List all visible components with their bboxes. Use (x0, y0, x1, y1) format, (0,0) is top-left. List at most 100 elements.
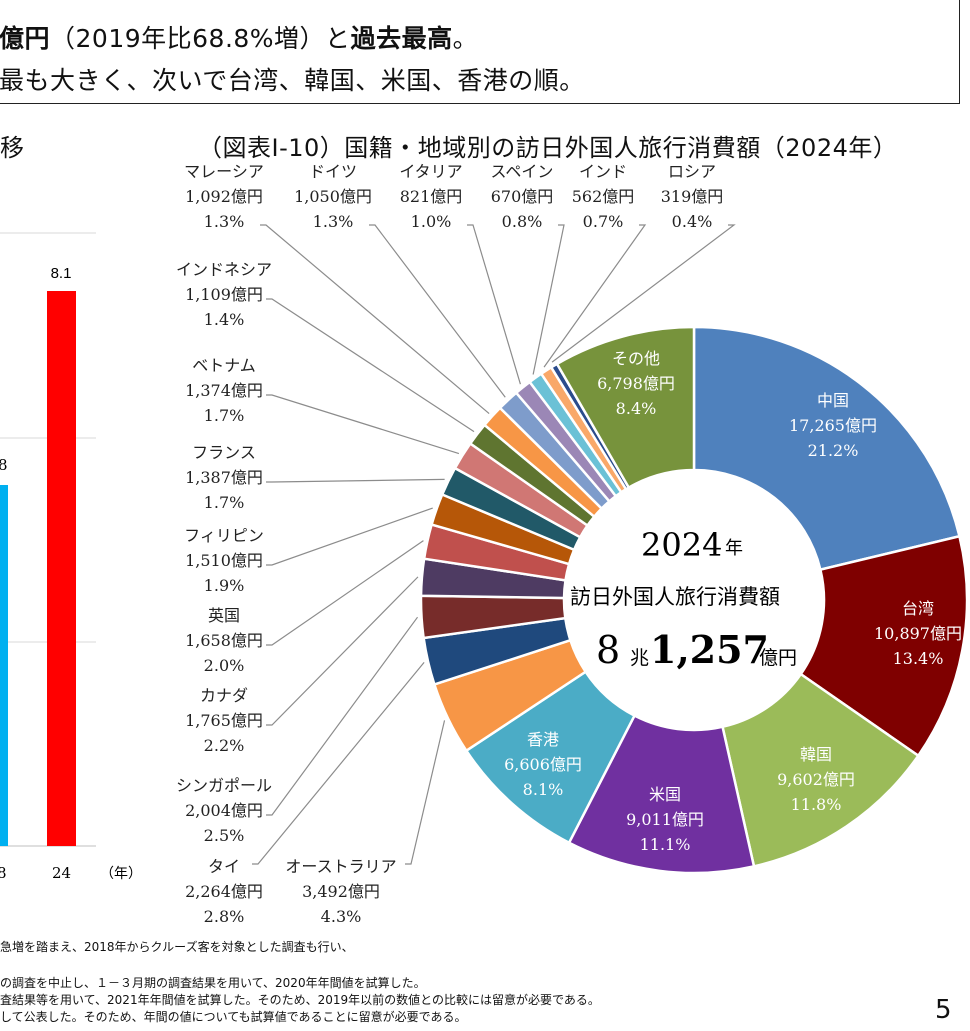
slice-label-name: インドネシア (176, 260, 272, 279)
slice-label-share: 1.3% (204, 212, 245, 231)
pie-slice (692, 325, 961, 572)
slice-label-name: 中国 (817, 391, 849, 410)
slice-label-amount: 2,004億円 (185, 801, 263, 820)
slice-label-share: 0.8% (502, 212, 543, 231)
center-oku-unit: 億円 (759, 647, 797, 669)
footnote: の調査を中止し、１－３月期の調査結果を用いて、2020年年間値を試算した。 (0, 976, 426, 990)
pie-chart-title: （図表Ⅰ-10）国籍・地域別の訪日外国人旅行消費額（2024年） (198, 134, 898, 162)
slice-label-amount: 319億円 (661, 187, 724, 206)
slice-label-amount: 670億円 (491, 187, 554, 206)
slice-label-share: 13.4% (893, 649, 944, 668)
leader-line (405, 720, 446, 865)
slice-label-amount: 9,602億円 (777, 770, 855, 789)
slice-label-amount: 6,606億円 (504, 755, 582, 774)
x-axis-unit: （年） (100, 866, 142, 882)
bar-partial (0, 485, 8, 846)
pie-chart (419, 325, 969, 875)
leader-line (266, 576, 419, 726)
slice-label-name: シンガポール (176, 776, 272, 795)
slice-label-amount: 1,387億円 (185, 468, 263, 487)
leader-line (266, 616, 419, 816)
slice-label-amount: 821億円 (400, 187, 463, 206)
summary-text-1: （2019年比68.8%増）と (50, 24, 351, 53)
slice-label-name: 香港 (527, 730, 559, 749)
slice-label-share: 4.3% (321, 907, 362, 926)
leader-line (266, 298, 475, 433)
slice-label-name: 韓国 (800, 745, 832, 764)
slice-label-share: 2.0% (204, 656, 245, 675)
slice-label-share: 11.1% (640, 835, 691, 854)
pie-slice (555, 325, 696, 490)
left-chart-title: 移 (0, 134, 24, 162)
slice-label-name: フランス (192, 443, 256, 462)
footnote: 査結果等を用いて、2021年年間値を試算した。そのため、2019年以前の数値との… (0, 993, 600, 1007)
x-tick-label: 8 (0, 864, 7, 882)
slice-label-amount: 1,510億円 (185, 551, 263, 570)
slice-label-amount: 9,011億円 (626, 810, 704, 829)
leader-line (551, 224, 736, 363)
slice-label-share: 0.7% (583, 212, 624, 231)
center-amount-oku: 1,257 (650, 627, 769, 672)
slice-label-share: 8.1% (523, 780, 564, 799)
slice-label-name: インド (579, 162, 627, 181)
slice-label-name: オーストラリア (285, 857, 396, 876)
slice-label-share: 11.8% (791, 795, 842, 814)
slice-label-amount: 1,109億円 (185, 285, 263, 304)
leader-line (266, 540, 424, 646)
leader-line (543, 224, 647, 368)
slice-label-share: 1.7% (204, 493, 245, 512)
slice-label-name: イタリア (399, 162, 462, 181)
slice-label-share: 21.2% (808, 441, 859, 460)
leader-line (266, 394, 460, 455)
center-year: 2024 (641, 526, 722, 564)
slice-label-name: タイ (208, 857, 240, 876)
slice-label-amount: 2,264億円 (185, 882, 263, 901)
summary-line-2: 最も大きく、次いで台湾、韓国、米国、香港の順。 (0, 66, 585, 95)
slice-label-share: 1.4% (204, 310, 245, 329)
left-bar-chart: 8.1 8 8 24 （年） (0, 232, 142, 882)
leader-line (369, 224, 506, 398)
summary-line-1: 億円（2019年比68.8%増）と過去最高。 (0, 19, 478, 55)
slice-label-name: マレーシア (184, 162, 264, 181)
slice-label-name: カナダ (200, 686, 248, 705)
slice-label-amount: 1,765億円 (185, 711, 263, 730)
slice-label-amount: 562億円 (572, 187, 635, 206)
slice-label-share: 1.0% (411, 212, 452, 231)
slice-label-amount: 1,658億円 (185, 631, 263, 650)
leader-line (266, 507, 433, 566)
slice-label-name: スペイン (491, 162, 554, 181)
slice-label-amount: 1,050億円 (294, 187, 372, 206)
pie-labels: 中国 17,265億円 21.2% 台湾 10,897億円 13.4% 韓国 9,602億円 1… (176, 162, 962, 926)
slice-label-amount: 10,897億円 (874, 624, 962, 643)
leader-line (467, 224, 521, 385)
slice-label-share: 2.2% (204, 736, 245, 755)
slice-label-name: 米国 (649, 785, 681, 804)
summary-text-2: 。 (452, 24, 479, 53)
slice-label-amount: 3,492億円 (302, 882, 380, 901)
footnote: 急増を踏まえ、2018年からクルーズ客を対象とした調査も行い、 (0, 940, 354, 954)
center-year-unit: 年 (725, 538, 743, 559)
page-number: 5 (935, 995, 952, 1025)
slice-label-share: 0.4% (672, 212, 713, 231)
slice-label-share: 1.3% (313, 212, 354, 231)
partial-value-label: 8 (0, 456, 8, 474)
slice-label-name: ドイツ (309, 162, 357, 181)
slice-label-share: 1.9% (204, 576, 245, 595)
slice-label-amount: 6,798億円 (597, 374, 675, 393)
slice-label-name: ロシア (668, 162, 716, 181)
bar-2024 (47, 291, 76, 846)
slice-label-name: フィリピン (184, 526, 264, 545)
x-tick-label: 24 (52, 864, 71, 882)
slice-label-amount: 17,265億円 (789, 416, 877, 435)
leader-line (260, 224, 490, 415)
center-cho-unit: 兆 (630, 647, 649, 669)
slice-label-share: 2.8% (204, 907, 245, 926)
bar-value-label: 8.1 (51, 265, 72, 282)
center-caption: 訪日外国人旅行消費額 (570, 585, 780, 609)
slice-label-amount: 1,374億円 (185, 381, 263, 400)
leader-line (252, 661, 425, 865)
slice-label-name: その他 (612, 349, 660, 368)
slice-label-amount: 1,092億円 (185, 187, 263, 206)
summary-bold-2: 過去最高 (350, 24, 453, 53)
